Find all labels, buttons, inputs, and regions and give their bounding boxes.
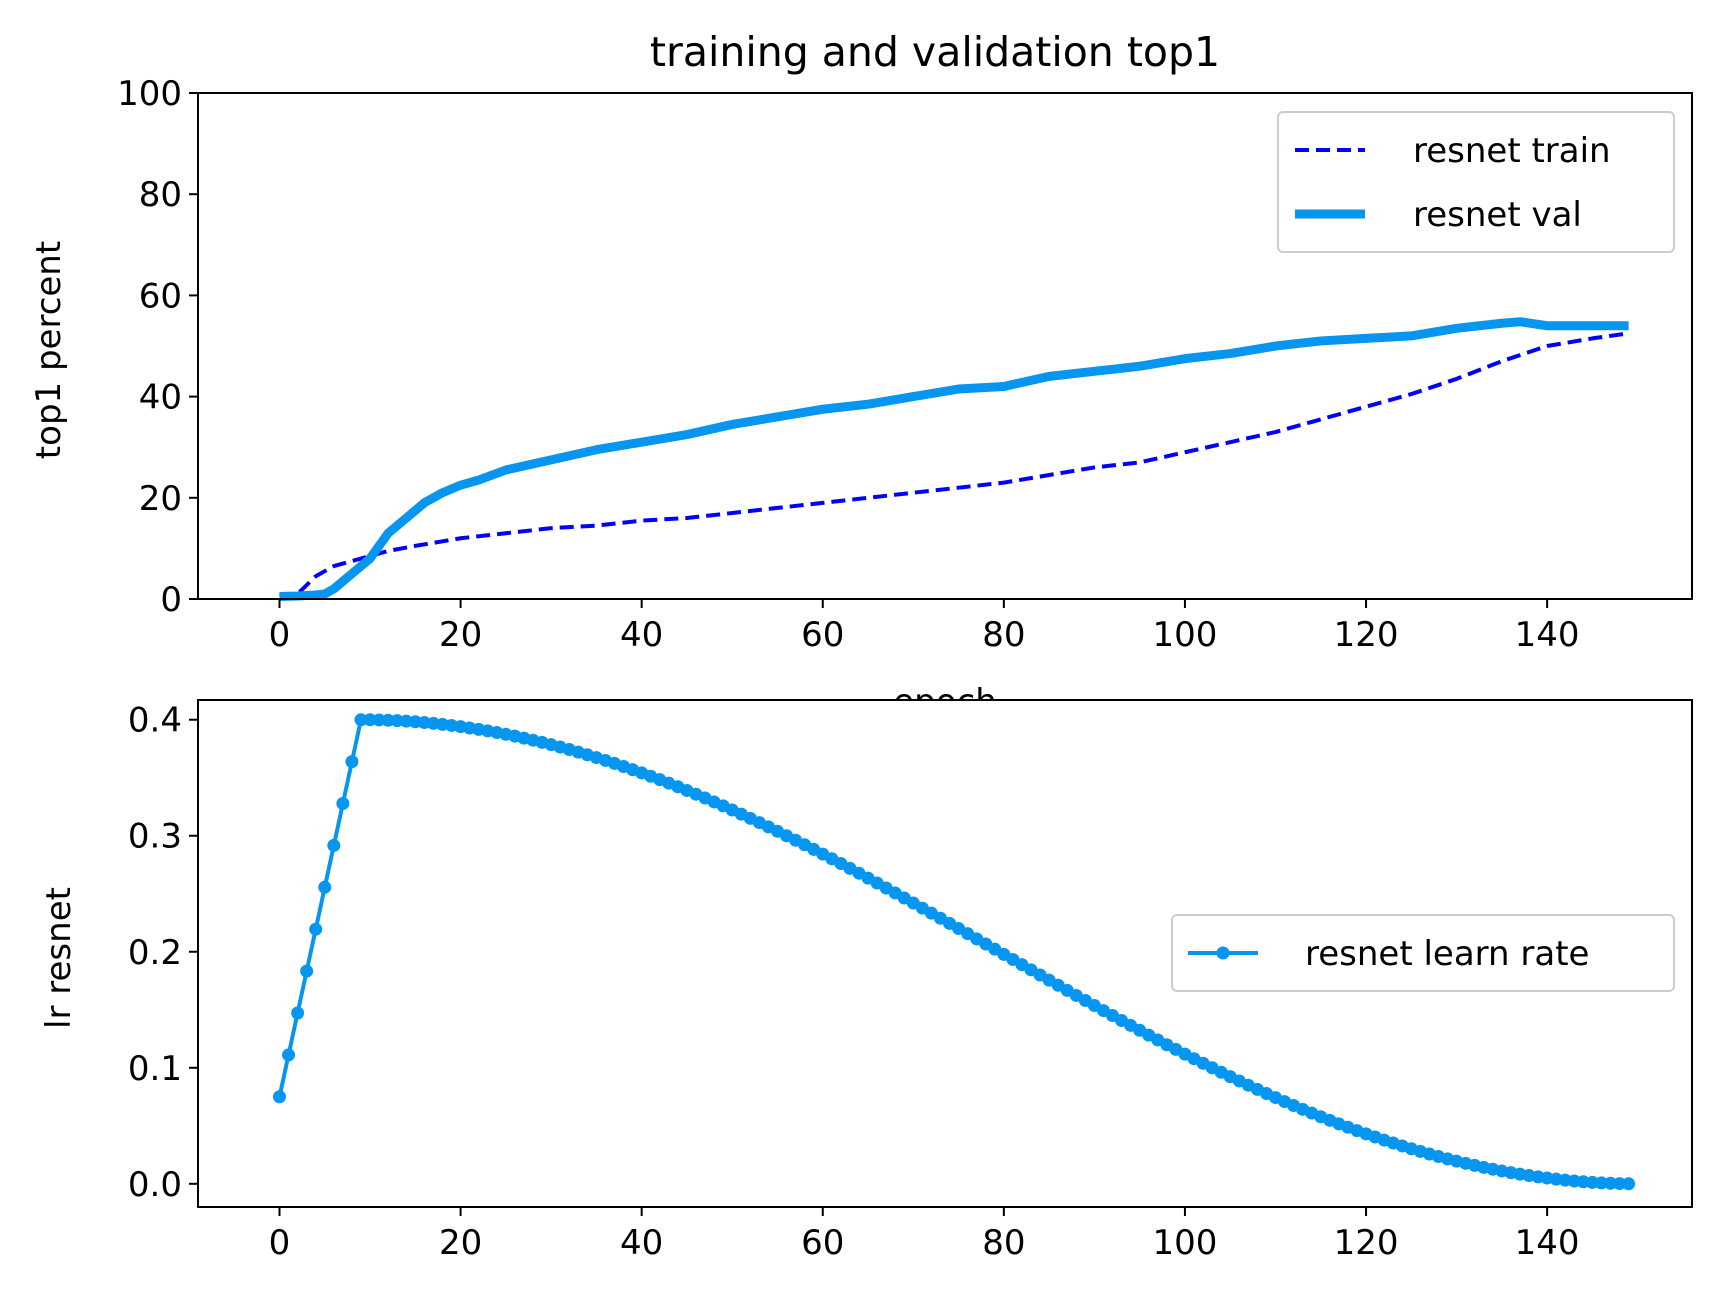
y-tick-label: 0.4 bbox=[128, 701, 182, 741]
y-tick-label: 60 bbox=[139, 276, 182, 316]
top1-legend: resnet train resnet val bbox=[1277, 111, 1675, 253]
train-series-line bbox=[279, 331, 1629, 599]
x-tick-label: 120 bbox=[1334, 1223, 1399, 1263]
lr-point bbox=[272, 1090, 286, 1104]
y-tick-label: 0.0 bbox=[128, 1165, 182, 1205]
legend-label: resnet val bbox=[1413, 195, 1582, 235]
top1-y-axis-label: top1 percent bbox=[29, 241, 69, 459]
val-series-line bbox=[279, 317, 1629, 601]
chart-title: training and validation top1 bbox=[650, 28, 1220, 76]
x-tick-label: 0 bbox=[269, 615, 291, 655]
lr-point bbox=[1613, 1177, 1627, 1191]
lr-point bbox=[354, 713, 368, 727]
lr-point bbox=[309, 922, 323, 936]
y-tick-label: 0.2 bbox=[128, 933, 182, 973]
lr-point bbox=[372, 713, 386, 727]
x-tick-label: 100 bbox=[1152, 615, 1217, 655]
x-tick-label: 20 bbox=[439, 615, 482, 655]
lr-point bbox=[1622, 1177, 1636, 1191]
x-tick-label: 40 bbox=[620, 1223, 663, 1263]
lr-point bbox=[282, 1048, 296, 1062]
y-tick-label: 0.3 bbox=[128, 817, 182, 857]
legend-box bbox=[1171, 914, 1675, 992]
x-tick-label: 80 bbox=[982, 615, 1025, 655]
y-tick-label: 0 bbox=[160, 580, 182, 620]
x-tick-label: 100 bbox=[1152, 1223, 1217, 1263]
x-tick-label: 0 bbox=[269, 1223, 291, 1263]
y-tick-label: 80 bbox=[139, 175, 182, 215]
lr-ticks: 0 20 40 60 80 100 120 140 0.0 0.1 0.2 0.3 0.4 bbox=[128, 701, 1580, 1263]
x-tick-label: 140 bbox=[1515, 615, 1580, 655]
lr-point bbox=[336, 797, 350, 811]
lr-point bbox=[345, 755, 359, 769]
x-tick-label: 60 bbox=[801, 1223, 844, 1263]
legend-box bbox=[1277, 111, 1675, 253]
legend-marker bbox=[1216, 946, 1230, 960]
lr-chart: 0 20 40 60 80 100 120 140 0.0 0.1 0.2 0.3 0.4 lr res… bbox=[39, 699, 1702, 1263]
y-tick-label: 40 bbox=[139, 378, 182, 418]
x-tick-label: 40 bbox=[620, 615, 663, 655]
lr-y-axis-label: lr resnet bbox=[39, 887, 79, 1029]
x-tick-label: 20 bbox=[439, 1223, 482, 1263]
lr-plot-frame bbox=[197, 699, 1693, 1208]
lr-legend: resnet learn rate bbox=[1171, 914, 1675, 992]
x-tick-label: 140 bbox=[1515, 1223, 1580, 1263]
legend-label: resnet train bbox=[1413, 131, 1611, 171]
top1-series-group bbox=[279, 317, 1629, 601]
y-tick-label: 20 bbox=[139, 479, 182, 519]
lr-series-group bbox=[272, 713, 1636, 1191]
x-tick-label: 60 bbox=[801, 615, 844, 655]
x-tick-label: 120 bbox=[1334, 615, 1399, 655]
top1-plot-frame bbox=[197, 92, 1693, 600]
y-tick-label: 0.1 bbox=[128, 1049, 182, 1089]
lr-point bbox=[300, 964, 314, 978]
lr-point bbox=[291, 1006, 305, 1020]
top1-ticks: 0 20 40 60 80 100 120 140 0 20 40 60 80 100 bbox=[117, 74, 1579, 655]
y-tick-label: 100 bbox=[117, 74, 182, 114]
lr-point bbox=[318, 880, 332, 894]
top1-chart: training and validation top1 0 20 40 60 80 10… bbox=[29, 28, 1693, 722]
x-tick-label: 80 bbox=[982, 1223, 1025, 1263]
lr-point bbox=[363, 713, 377, 727]
legend-label: resnet learn rate bbox=[1305, 934, 1589, 974]
lr-point bbox=[327, 838, 341, 852]
lr-point bbox=[1604, 1176, 1618, 1190]
